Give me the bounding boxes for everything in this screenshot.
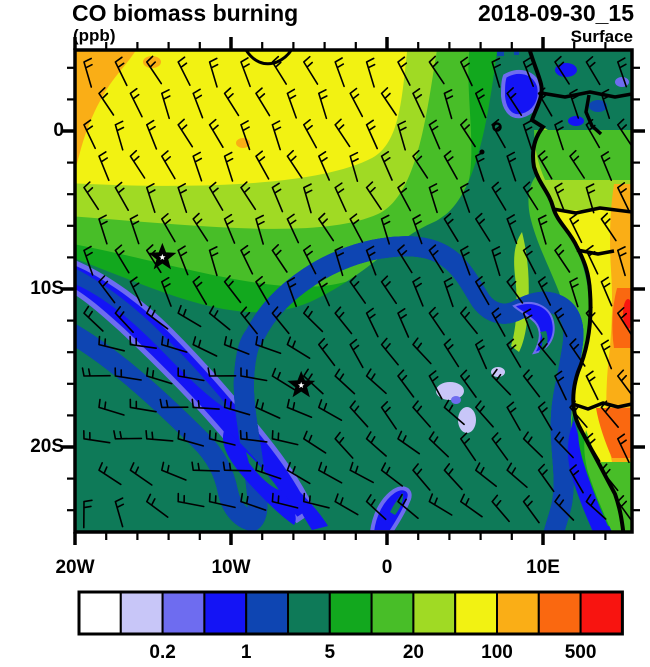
colorbar-cell [537, 591, 582, 635]
colorbar-cell [328, 591, 373, 635]
star-marker [287, 370, 316, 398]
colorbar-cell [412, 591, 457, 635]
colorbar-cell [287, 591, 331, 635]
colorbar-tick-label: 1 [240, 642, 252, 663]
coastline [527, 50, 626, 532]
units-label: (ppb) [73, 26, 116, 45]
colorbar-tick-label: 5 [324, 642, 336, 663]
colorbar-tick-label: 500 [564, 642, 597, 663]
colorbar-cell [454, 591, 499, 635]
gulf-coast-arc [244, 50, 294, 66]
colorbar-tick-label: 100 [481, 642, 513, 663]
star-marker [148, 242, 177, 270]
colorbar-cell [119, 591, 164, 635]
colorbar-cell [579, 591, 624, 635]
colorbar-tick-label: 0.2 [149, 642, 176, 663]
level-label: Surface [570, 27, 633, 46]
y-tick-label: 10S [30, 278, 64, 299]
x-tick-label: 10E [526, 557, 560, 578]
colorbar-cell [245, 591, 289, 635]
x-tick-label: 20W [55, 557, 95, 578]
colorbar-cell [203, 591, 248, 635]
map-frame [73, 48, 634, 534]
x-tick-label: 10W [211, 557, 251, 578]
wind-barbs [81, 55, 632, 529]
star-markers [148, 242, 316, 398]
colorbar-cell [161, 591, 206, 635]
colorbar-cell [370, 591, 415, 635]
page-title: CO biomass burning [72, 0, 299, 26]
colorbar-cell [496, 591, 540, 635]
map-fill-layers [75, 50, 632, 532]
colorbar-tick-label: 20 [402, 642, 424, 663]
axis-ticks [62, 37, 645, 545]
country-borders [540, 90, 632, 411]
colorbar-cell [78, 591, 122, 635]
x-tick-label: 0 [381, 557, 393, 578]
y-tick-label: 20S [30, 436, 64, 457]
y-tick-label: 0 [53, 120, 64, 141]
datetime-label: 2018-09-30_15 [477, 0, 634, 26]
